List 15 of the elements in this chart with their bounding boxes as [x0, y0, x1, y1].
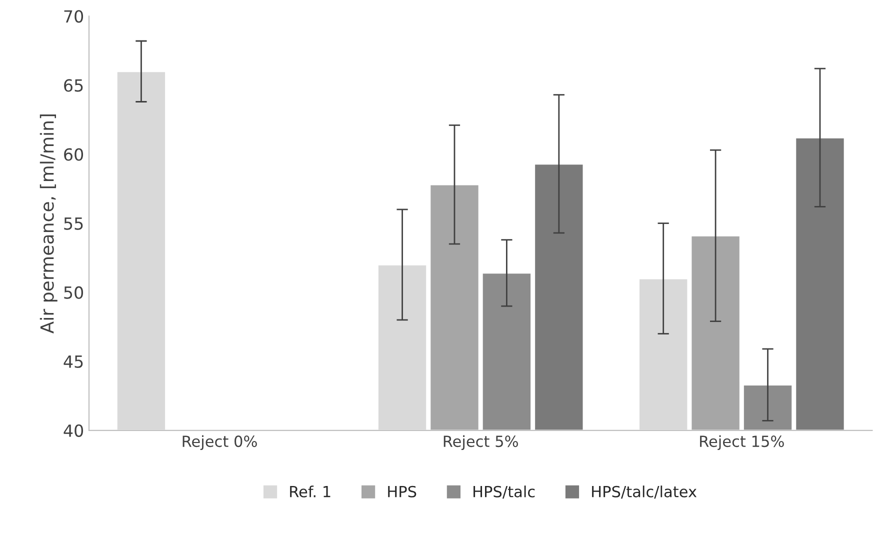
y-tick-label: 45 — [64, 356, 83, 368]
y-tick-label: 65 — [64, 79, 83, 92]
legend-label: Ref. 1 — [290, 486, 330, 498]
x-tick-label: Reject 15% — [700, 435, 784, 450]
y-axis-title: Air permeance, [ml/min] — [40, 114, 58, 334]
y-tick-label: 70 — [64, 10, 84, 23]
y-tick-label: 60 — [64, 148, 84, 161]
y-tick-label: 55 — [64, 217, 83, 230]
legend-label: HPS/talc/latex — [592, 486, 697, 499]
legend-label: HPS — [388, 486, 416, 498]
legend-label: HPS/talc — [474, 486, 535, 499]
y-tick-label: 40 — [64, 424, 84, 437]
y-tick-label: 50 — [64, 286, 84, 299]
x-tick-label: Reject 5% — [444, 435, 518, 450]
x-tick-label: Reject 0% — [182, 435, 257, 450]
